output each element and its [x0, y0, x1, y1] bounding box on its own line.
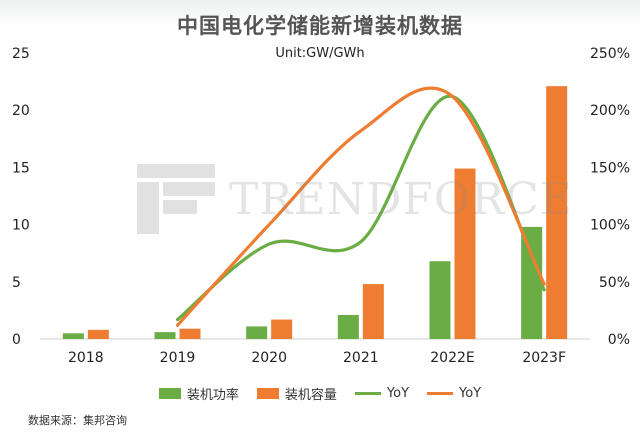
- bar-capacity: [454, 168, 476, 339]
- y-left-tick-label: 5: [12, 275, 21, 291]
- legend-item-capacity: 装机容量: [256, 384, 337, 403]
- bar-power: [337, 314, 359, 339]
- bar-power: [521, 226, 543, 339]
- bar-power: [246, 326, 268, 339]
- chart-subtitle: Unit:GW/GWh: [275, 46, 365, 61]
- bar-capacity: [271, 319, 293, 339]
- bar-capacity: [179, 328, 201, 339]
- bar-power: [154, 332, 176, 339]
- trendforce-logo-icon: [137, 164, 215, 234]
- watermark-text: TRENDFORCE: [229, 173, 573, 225]
- legend-swatch-yoy-capacity: [427, 392, 454, 395]
- legend-label-power: 装机功率: [186, 388, 239, 403]
- y-left-tick-label: 10: [12, 218, 30, 234]
- trendforce-watermark: TRENDFORCE: [137, 164, 573, 234]
- legend-swatch-yoy-power: [354, 392, 381, 395]
- y-right-tick-label: 200%: [590, 103, 630, 119]
- bar-capacity: [362, 284, 384, 339]
- legend-label-yoy-capacity: YoY: [459, 386, 482, 401]
- x-tick-label: 2023F: [522, 350, 566, 366]
- y-left-tick-label: 0: [12, 332, 21, 348]
- bar-power: [62, 333, 84, 339]
- legend-item-yoy-capacity: YoY: [427, 384, 481, 403]
- bar-capacity: [87, 329, 109, 339]
- x-tick-label: 2019: [160, 350, 196, 366]
- yoy-line-capacity: [175, 86, 546, 327]
- y-right-tick-label: 250%: [590, 46, 630, 62]
- line-layer: [175, 86, 546, 327]
- y-right-tick-label: 50%: [599, 275, 630, 291]
- legend-swatch-power: [158, 388, 181, 399]
- x-tick-label: 2022E: [430, 350, 474, 366]
- y-right-tick-label: 100%: [590, 218, 630, 234]
- data-source-note: 数据来源：集邦咨询: [28, 414, 127, 427]
- x-tick-label: 2021: [343, 350, 379, 366]
- bar-power: [429, 261, 451, 339]
- yoy-line-power: [175, 94, 546, 322]
- legend-swatch-capacity: [256, 388, 279, 399]
- y-left-tick-label: 15: [12, 160, 30, 176]
- legend: 装机功率 装机容量 YoY YoY: [0, 384, 640, 403]
- x-tick-label: 2020: [251, 350, 287, 366]
- y-right-tick-label: 150%: [590, 160, 630, 176]
- y-left-tick-label: 25: [12, 46, 30, 62]
- bar-capacity: [546, 86, 568, 340]
- chart-title: 中国电化学储能新增装机数据: [177, 14, 463, 38]
- bar-layer: [62, 86, 568, 340]
- legend-label-capacity: 装机容量: [284, 388, 337, 403]
- y-left-tick-label: 20: [12, 103, 30, 119]
- legend-item-yoy-power: YoY: [354, 384, 410, 403]
- x-tick-label: 2018: [68, 350, 104, 366]
- legend-item-power: 装机功率: [158, 384, 239, 403]
- legend-label-yoy-power: YoY: [386, 386, 410, 401]
- y-right-tick-label: 0%: [608, 332, 630, 348]
